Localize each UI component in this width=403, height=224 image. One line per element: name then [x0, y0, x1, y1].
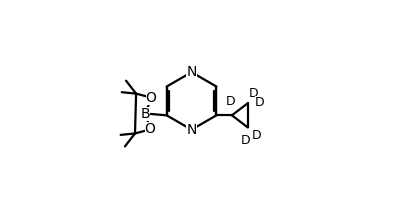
- Text: O: O: [145, 123, 156, 136]
- Text: D: D: [241, 134, 250, 147]
- Text: D: D: [251, 129, 261, 142]
- Text: D: D: [249, 87, 259, 100]
- Text: N: N: [186, 65, 197, 79]
- Text: O: O: [146, 91, 157, 105]
- Text: D: D: [225, 95, 235, 108]
- Text: N: N: [186, 123, 197, 137]
- Text: D: D: [255, 96, 264, 109]
- Text: B: B: [141, 107, 150, 121]
